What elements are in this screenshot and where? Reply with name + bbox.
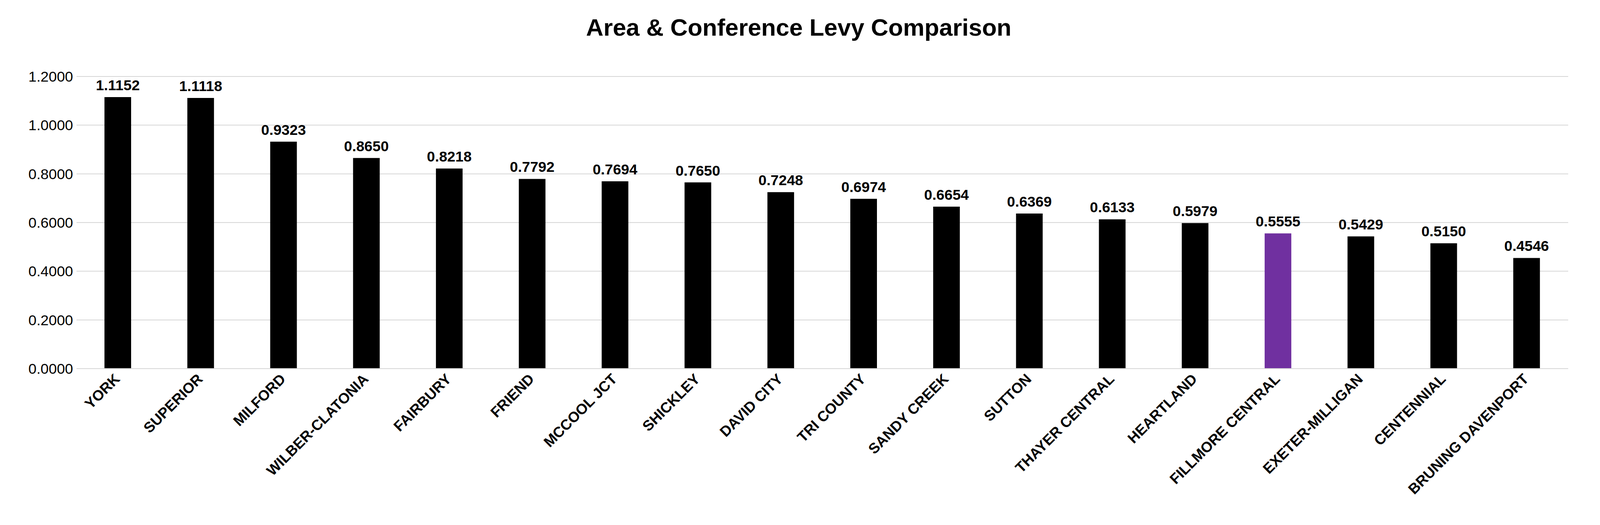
svg-text:HEARTLAND: HEARTLAND (1124, 370, 1200, 447)
svg-text:0.5429: 0.5429 (1338, 216, 1384, 233)
svg-text:0.0000: 0.0000 (28, 360, 74, 378)
svg-text:YORK: YORK (81, 370, 123, 413)
svg-text:0.5150: 0.5150 (1421, 223, 1466, 240)
svg-text:1.2000: 1.2000 (28, 68, 74, 85)
svg-text:SUPERIOR: SUPERIOR (140, 370, 206, 436)
svg-text:0.7694: 0.7694 (592, 161, 638, 178)
svg-text:FAIRBURY: FAIRBURY (390, 370, 455, 435)
svg-text:0.6133: 0.6133 (1089, 199, 1135, 216)
svg-text:0.7248: 0.7248 (758, 171, 804, 189)
svg-text:0.9323: 0.9323 (261, 121, 307, 138)
svg-text:0.6369: 0.6369 (1007, 193, 1052, 210)
html-text:Area & Conference Levy Compari: Area & Conference Levy Comparison (586, 13, 1012, 41)
svg-text:THAYER CENTRAL: THAYER CENTRAL (1011, 370, 1118, 476)
svg-text:1.1152: 1.1152 (95, 76, 140, 94)
svg-text:WILBER-CLATONIA: WILBER-CLATONIA (263, 370, 372, 479)
svg-text:EXETER-MILLIGAN: EXETER-MILLIGAN (1259, 370, 1366, 477)
svg-text:SHICKLEY: SHICKLEY (639, 370, 704, 435)
svg-text:SUTTON: SUTTON (980, 370, 1035, 425)
svg-text:0.5979: 0.5979 (1172, 202, 1218, 220)
svg-text:FRIEND: FRIEND (487, 370, 537, 421)
svg-text:0.5555: 0.5555 (1255, 213, 1301, 230)
svg-text:CENTENNIAL: CENTENNIAL (1370, 370, 1449, 449)
svg-text:0.6000: 0.6000 (28, 214, 74, 231)
svg-text:TRI COUNTY: TRI COUNTY (793, 370, 869, 446)
svg-text:0.6974: 0.6974 (841, 178, 886, 196)
svg-text:0.8218: 0.8218 (426, 148, 472, 165)
svg-text:0.7650: 0.7650 (675, 162, 721, 179)
svg-text:BRUNING DAVENPORT: BRUNING DAVENPORT (1404, 370, 1532, 498)
svg-text:SANDY CREEK: SANDY CREEK (864, 370, 952, 458)
svg-text:1.0000: 1.0000 (28, 116, 74, 134)
svg-text:DAVID CITY: DAVID CITY (716, 370, 787, 441)
svg-text:0.4546: 0.4546 (1504, 237, 1549, 255)
svg-text:1.1118: 1.1118 (179, 77, 223, 95)
svg-text:0.4000: 0.4000 (28, 263, 74, 280)
svg-text:0.8650: 0.8650 (343, 137, 389, 155)
svg-text:0.7792: 0.7792 (509, 158, 555, 175)
svg-text:FILLMORE CENTRAL: FILLMORE CENTRAL (1166, 370, 1284, 488)
svg-text:MILFORD: MILFORD (229, 370, 289, 430)
svg-text:0.2000: 0.2000 (28, 312, 74, 329)
svg-text:MCCOOL JCT: MCCOOL JCT (540, 370, 621, 451)
svg-text:0.6654: 0.6654 (924, 186, 969, 203)
svg-text:0.8000: 0.8000 (28, 165, 74, 183)
